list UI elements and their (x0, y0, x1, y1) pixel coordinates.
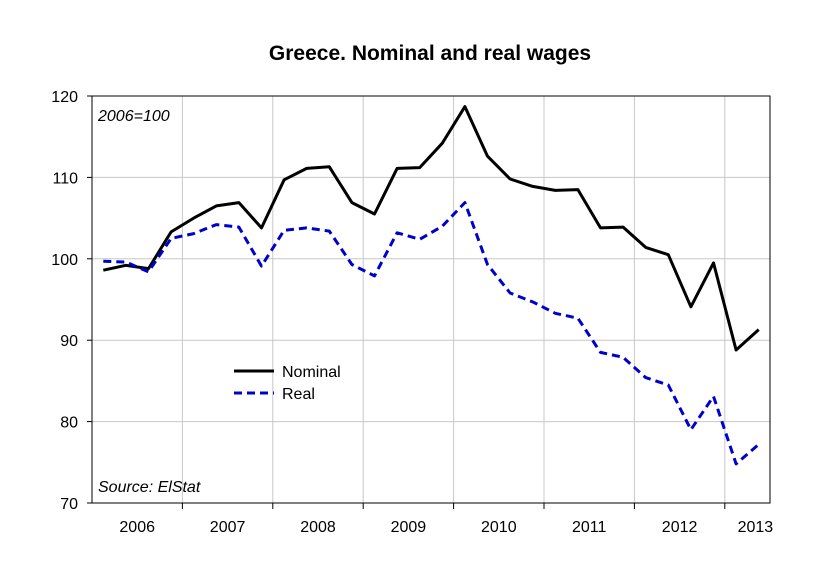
y-tick-label: 110 (52, 170, 78, 187)
y-tick-label: 80 (60, 415, 78, 432)
source-note: Source: ElStat (98, 479, 201, 496)
axes: 70 80 90 100 110 120 2006 2007 2008 2009 2010 2011 2… (51, 89, 773, 536)
x-tick-label: 2013 (738, 519, 774, 536)
x-tick-label: 2008 (300, 519, 336, 536)
series-lines (102, 105, 760, 466)
gridlines (92, 96, 770, 503)
x-tick-label: 2012 (662, 519, 698, 536)
x-tick-label: 2006 (119, 519, 155, 536)
x-tick-label: 2010 (481, 519, 517, 536)
y-tick-label: 70 (60, 496, 78, 513)
chart-title: Greece. Nominal and real wages (269, 42, 591, 65)
y-tick-label: 90 (60, 333, 78, 350)
x-tick-label: 2007 (210, 519, 246, 536)
index-note: 2006=100 (97, 108, 170, 125)
series-line-nominal (102, 105, 760, 352)
legend-label-real: Real (282, 386, 315, 403)
x-tick-label: 2009 (391, 519, 427, 536)
y-tick-label: 100 (51, 252, 78, 269)
legend-label-nominal: Nominal (282, 364, 341, 381)
x-tick-label: 2011 (572, 519, 607, 536)
series-line-real (103, 201, 760, 466)
plot-frame (91, 95, 771, 504)
legend: Nominal Real (234, 364, 341, 403)
y-tick-label: 120 (51, 89, 78, 106)
